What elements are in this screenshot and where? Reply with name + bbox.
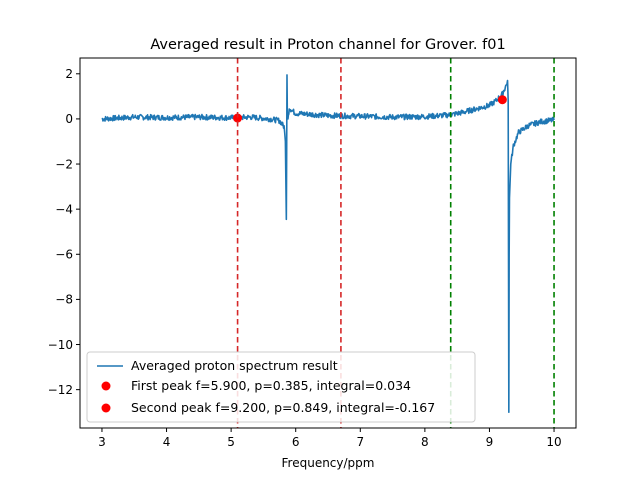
- legend-entry-spectrum: Averaged proton spectrum result: [131, 358, 338, 373]
- x-tick-label: 4: [163, 435, 171, 449]
- y-tick-label: −8: [55, 293, 73, 307]
- x-axis-label: Frequency/ppm: [282, 456, 375, 470]
- y-tick-label: −2: [55, 157, 73, 171]
- y-tick-label: −10: [48, 338, 73, 352]
- x-tick-label: 8: [421, 435, 429, 449]
- x-tick-label: 5: [227, 435, 235, 449]
- x-tick-label: 3: [98, 435, 106, 449]
- legend: Averaged proton spectrum result First pe…: [86, 351, 476, 423]
- x-tick-label: 6: [292, 435, 300, 449]
- x-tick-label: 7: [356, 435, 364, 449]
- legend-entry-second-peak: Second peak f=9.200, p=0.849, integral=-…: [131, 400, 435, 415]
- legend-marker-first-peak: [101, 381, 111, 391]
- x-tick-label: 9: [486, 435, 494, 449]
- second-peak-marker: [497, 95, 507, 105]
- y-tick-label: −12: [48, 383, 73, 397]
- axes-frame: [79, 57, 577, 429]
- x-tick-label: 10: [546, 435, 561, 449]
- legend-marker-second-peak: [101, 403, 111, 413]
- y-tick-label: −4: [55, 202, 73, 216]
- y-tick-label: −6: [55, 248, 73, 262]
- legend-box: [86, 351, 476, 423]
- axis-ticks: 3 4 5 6 7 8 9 10 −12 −10 −8 −6 −4 −2 0 2: [48, 67, 562, 449]
- y-tick-label: 0: [65, 112, 73, 126]
- legend-entry-first-peak: First peak f=5.900, p=0.385, integral=0.…: [131, 378, 411, 393]
- y-tick-label: 2: [65, 67, 73, 81]
- first-peak-marker: [233, 113, 243, 123]
- spectrum-series-line: [101, 74, 555, 414]
- chart-title: Averaged result in Proton channel for Gr…: [150, 37, 505, 53]
